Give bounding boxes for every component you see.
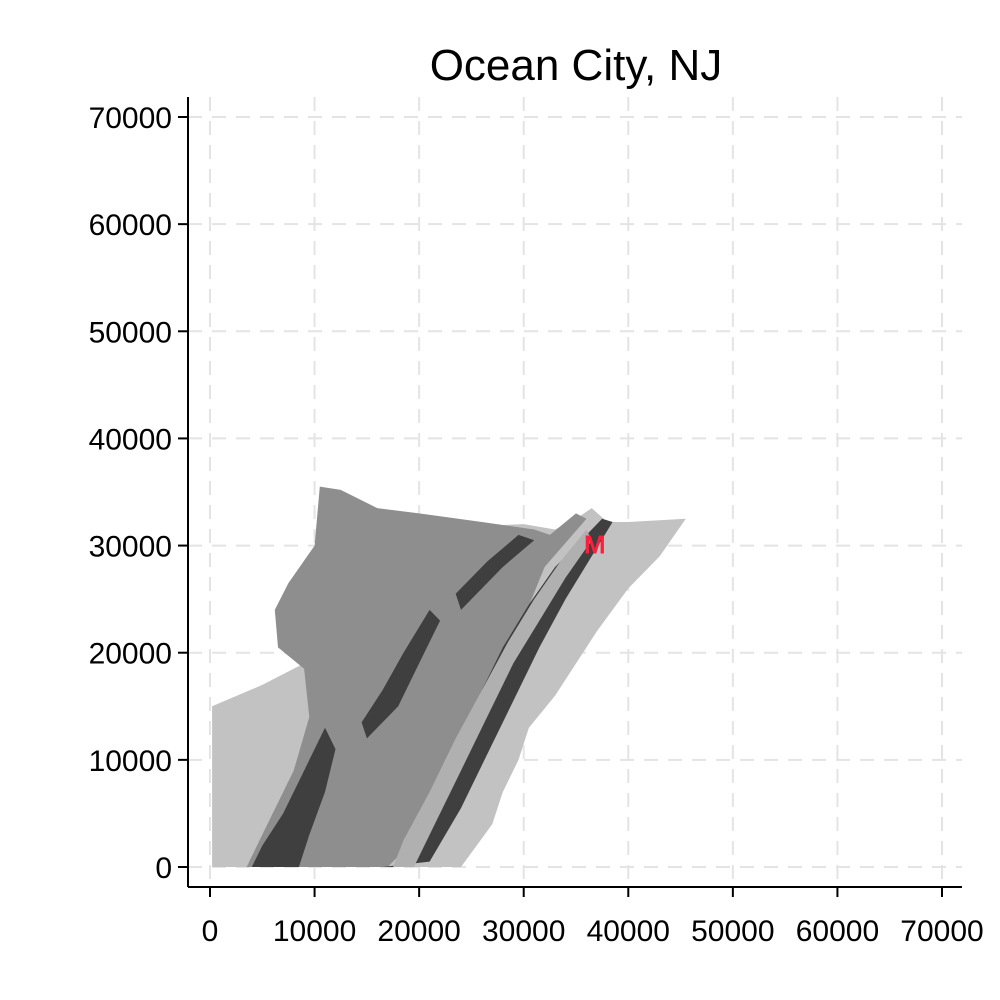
y-tick-label: 20000 [89, 638, 172, 671]
x-tick-label: 60000 [796, 915, 879, 948]
location-marker: M [584, 529, 606, 559]
x-tick-label: 0 [202, 915, 219, 948]
y-tick-label: 0 [155, 852, 172, 885]
y-tick-label: 10000 [89, 745, 172, 778]
x-tick-label: 30000 [482, 915, 565, 948]
x-tick-label: 10000 [273, 915, 356, 948]
region-mainland-dark-patch-south [251, 727, 336, 867]
y-tick-label: 50000 [89, 316, 172, 349]
y-tick-label: 40000 [89, 423, 172, 456]
x-tick-label: 70000 [900, 915, 983, 948]
x-tick-label: 20000 [377, 915, 460, 948]
marker-label: M [584, 529, 606, 559]
region-barrier-island-light-strip [393, 529, 592, 867]
axes: 0 10000 20000 30000 40000 50000 60000 70000 0 100… [89, 97, 984, 948]
map-regions [212, 486, 686, 867]
x-tick-label: 40000 [587, 915, 670, 948]
y-tick-label: 70000 [89, 102, 172, 135]
y-tick-label: 60000 [89, 209, 172, 242]
region-mainland-dark-patch-central [361, 609, 441, 739]
region-mainland-dark-patch-north [455, 534, 535, 610]
y-tick-label: 30000 [89, 531, 172, 564]
region-mainland-medium-zone [246, 486, 587, 867]
x-tick-label: 50000 [691, 915, 774, 948]
map-title: Ocean City, NJ [430, 41, 723, 90]
